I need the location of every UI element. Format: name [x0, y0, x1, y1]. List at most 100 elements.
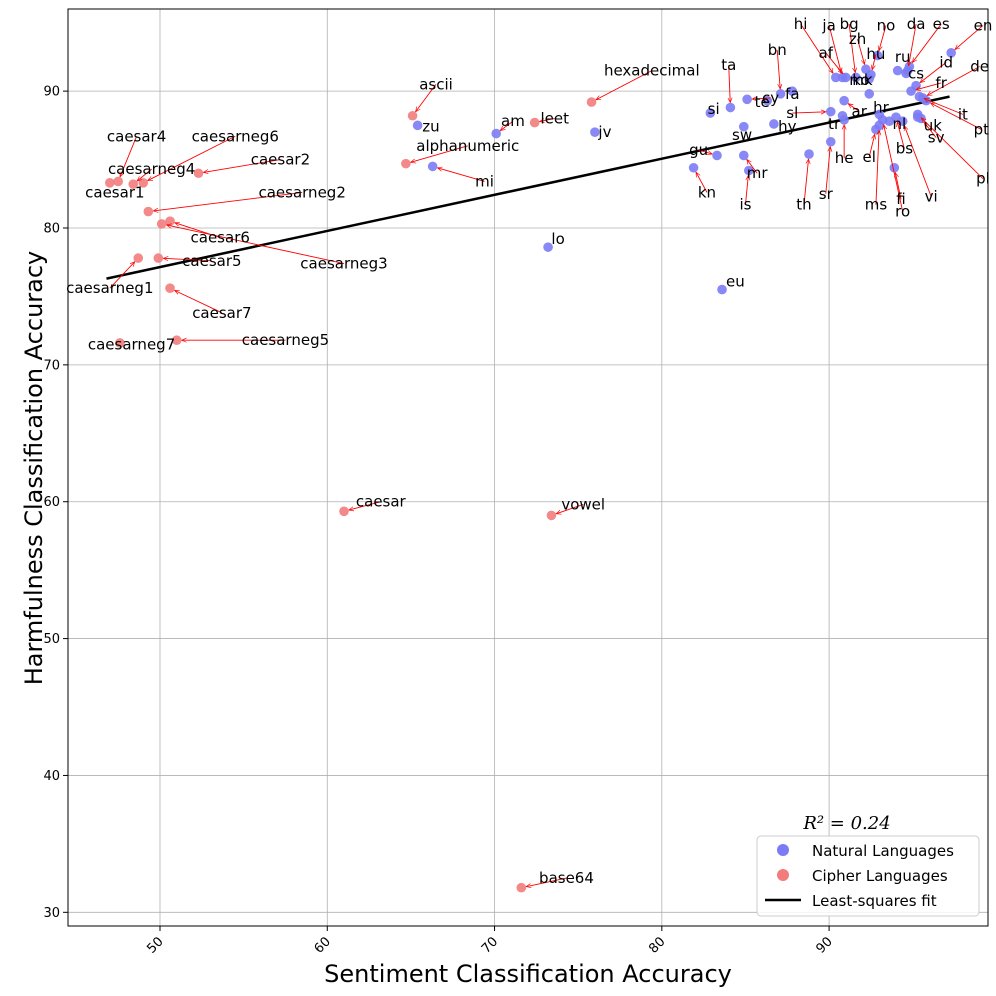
arrow-caesarneg6 — [148, 135, 236, 181]
y-tick-label: 30 — [43, 906, 60, 921]
label-hi: hi — [794, 15, 808, 33]
label-cy: cy — [762, 89, 779, 107]
plot-frame — [67, 8, 989, 927]
natural-point-hy — [769, 119, 779, 129]
arrow-pt — [931, 102, 982, 130]
label-he: he — [835, 149, 854, 167]
natural-point-da — [902, 65, 913, 76]
arrow-da — [909, 23, 917, 66]
arrow-am — [500, 120, 514, 130]
label-cs: cs — [908, 64, 924, 82]
cipher-point-vowel — [546, 510, 557, 521]
label-es: es — [933, 15, 950, 33]
y-tick-label: 50 — [43, 632, 60, 647]
arrow-es — [912, 23, 942, 62]
label-caesar2: caesar2 — [251, 151, 310, 169]
label-mk: mk — [849, 71, 873, 89]
natural-point-fi — [889, 162, 900, 173]
arrow-sl — [792, 112, 825, 113]
arrow-pl — [921, 118, 984, 180]
r2-annotation: R² = 0.24 — [802, 813, 890, 834]
label-ko: ko — [852, 71, 869, 89]
label-ta: ta — [721, 56, 736, 74]
arrow-vi — [904, 126, 932, 197]
label-bg: bg — [840, 15, 859, 33]
natural-point-sw — [738, 121, 749, 132]
cipher-point-caesarneg2 — [143, 206, 154, 217]
label-caesar1: caesar1 — [85, 183, 144, 201]
y-tick-label: 90 — [43, 85, 60, 100]
label-gu: gu — [689, 141, 708, 159]
label-de: de — [970, 57, 989, 75]
natural-point-fa — [787, 86, 798, 96]
label-ar: ar — [852, 103, 868, 121]
label-zu: zu — [422, 118, 439, 136]
arrow-fr — [916, 82, 942, 90]
label-eu: eu — [726, 272, 745, 290]
arrow-mr — [747, 159, 758, 174]
natural-point-si — [705, 108, 716, 118]
label-hu: hu — [866, 45, 885, 63]
arrow-th — [803, 159, 809, 205]
arrow-leet — [540, 118, 555, 121]
arrow-caesarneg2 — [153, 191, 303, 211]
label-sl: sl — [786, 104, 798, 122]
label-ro: ro — [895, 203, 910, 221]
cipher-point-caesar — [339, 506, 349, 517]
points-layer — [105, 47, 956, 893]
y-axis-label: Harmfulness Classification Accuracy — [20, 251, 48, 686]
label-af: af — [819, 44, 834, 62]
label-caesarneg5: caesarneg5 — [242, 331, 329, 349]
label-sr: sr — [819, 185, 834, 203]
label-mr: mr — [747, 164, 769, 182]
natural-point-zu — [412, 120, 423, 131]
arrow-kn — [695, 172, 708, 193]
label-id: id — [939, 53, 953, 71]
label-hr: hr — [873, 99, 890, 117]
arrow-fi — [895, 173, 902, 200]
arrow-caesar — [349, 501, 381, 510]
natural-point-eu — [717, 284, 727, 295]
label-caesarneg7: caesarneg7 — [88, 335, 175, 353]
point-labels: caesar4 caesarneg6 caesarneg4 caesar2 caesar… — [66, 15, 992, 887]
label-pl: pl — [976, 170, 990, 188]
label-tr: tr — [828, 115, 841, 133]
natural-point-de — [917, 93, 928, 103]
label-sv: sv — [928, 129, 945, 147]
arrow-sv — [924, 122, 937, 138]
arrow-caesar5 — [163, 258, 212, 262]
arrow-cy — [752, 98, 771, 99]
arrow-caesar4 — [120, 136, 137, 177]
arrow-el — [868, 134, 875, 157]
arrow-bg — [848, 23, 855, 72]
grid — [68, 9, 988, 926]
label-hy: hy — [778, 118, 797, 136]
label-caesar6: caesar6 — [191, 229, 250, 247]
label-caesar4: caesar4 — [107, 127, 166, 145]
label-caesarneg2: caesarneg2 — [258, 183, 345, 201]
cipher-point-caesar7 — [165, 283, 175, 294]
label-leet: leet — [541, 109, 570, 127]
arrow-de — [927, 66, 980, 96]
natural-point-lo — [543, 242, 553, 252]
arrow-bs — [897, 122, 905, 149]
natural-point-hi — [830, 72, 841, 83]
label-caesarneg4: caesarneg4 — [108, 160, 195, 178]
label-sw: sw — [732, 126, 752, 144]
y-tick-label: 70 — [43, 358, 60, 373]
label-is: is — [739, 196, 751, 214]
label-fa: fa — [785, 85, 799, 103]
arrow-en — [955, 25, 984, 49]
label-kn: kn — [698, 183, 716, 201]
label-fi: fi — [896, 190, 905, 208]
arrow-ms — [875, 130, 879, 205]
natural-point-sr — [825, 136, 836, 147]
natural-point-gu — [712, 150, 722, 161]
label-ja: ja — [821, 16, 835, 34]
natural-point-ko — [864, 74, 875, 84]
label-it: it — [958, 105, 968, 123]
legend-natural-label: Natural Languages — [812, 842, 954, 860]
label-caesar5: caesar5 — [182, 252, 241, 270]
arrow-vowel — [556, 504, 584, 513]
natural-point-mi — [427, 161, 438, 172]
